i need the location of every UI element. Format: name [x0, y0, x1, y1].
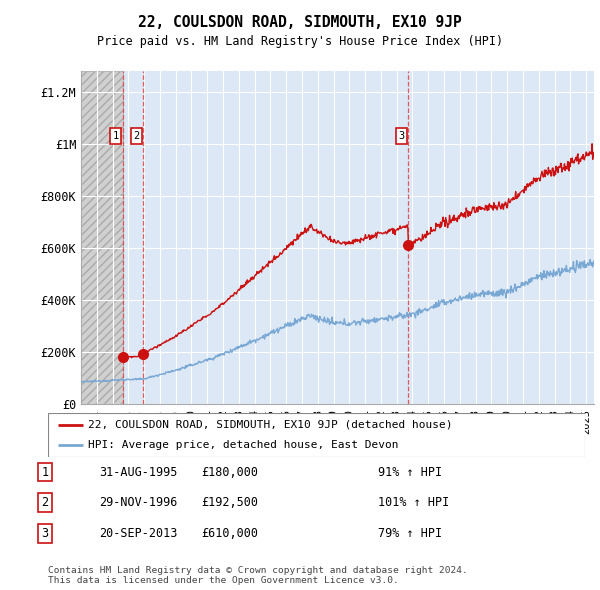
Text: 3: 3	[41, 527, 49, 540]
Text: 3: 3	[398, 131, 404, 141]
Text: £180,000: £180,000	[201, 466, 258, 478]
Text: Contains HM Land Registry data © Crown copyright and database right 2024.
This d: Contains HM Land Registry data © Crown c…	[48, 566, 468, 585]
Text: 22, COULSDON ROAD, SIDMOUTH, EX10 9JP (detached house): 22, COULSDON ROAD, SIDMOUTH, EX10 9JP (d…	[88, 420, 453, 430]
Text: 2: 2	[133, 131, 139, 141]
Text: 79% ↑ HPI: 79% ↑ HPI	[378, 527, 442, 540]
Text: 101% ↑ HPI: 101% ↑ HPI	[378, 496, 449, 509]
Text: 29-NOV-1996: 29-NOV-1996	[99, 496, 178, 509]
Text: £192,500: £192,500	[201, 496, 258, 509]
Text: 1: 1	[41, 466, 49, 478]
Text: 20-SEP-2013: 20-SEP-2013	[99, 527, 178, 540]
Text: Price paid vs. HM Land Registry's House Price Index (HPI): Price paid vs. HM Land Registry's House …	[97, 35, 503, 48]
Text: 31-AUG-1995: 31-AUG-1995	[99, 466, 178, 478]
Text: 2: 2	[41, 496, 49, 509]
Text: 1: 1	[113, 131, 119, 141]
Text: HPI: Average price, detached house, East Devon: HPI: Average price, detached house, East…	[88, 440, 399, 450]
Text: 91% ↑ HPI: 91% ↑ HPI	[378, 466, 442, 478]
Text: £610,000: £610,000	[201, 527, 258, 540]
Text: 22, COULSDON ROAD, SIDMOUTH, EX10 9JP: 22, COULSDON ROAD, SIDMOUTH, EX10 9JP	[138, 15, 462, 30]
FancyBboxPatch shape	[48, 413, 585, 457]
